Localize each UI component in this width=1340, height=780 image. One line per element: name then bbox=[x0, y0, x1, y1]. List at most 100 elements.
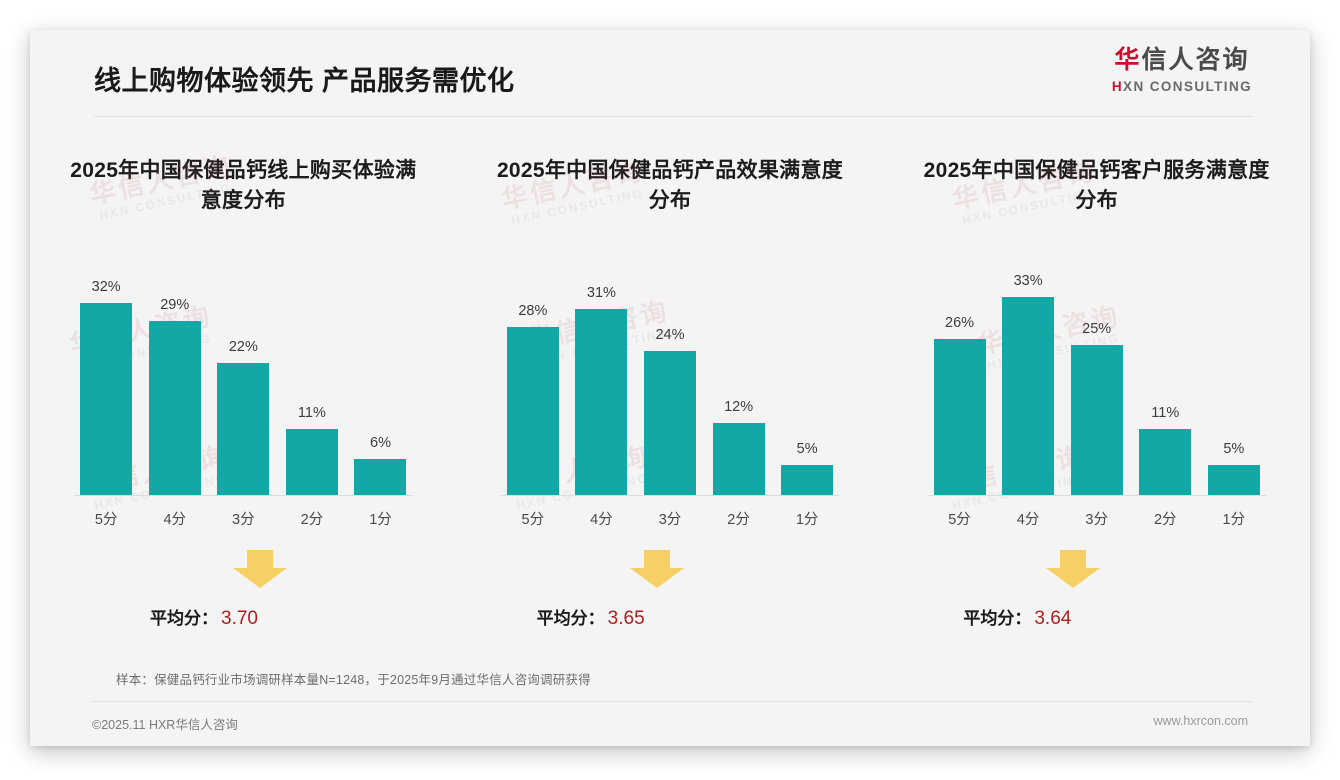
logo-english: HXN CONSULTING bbox=[1112, 80, 1252, 94]
bar-group: 28% 31% 24% 12% 5% bbox=[501, 256, 840, 495]
bar-slot: 25% bbox=[1065, 256, 1129, 495]
bar-value-label: 5% bbox=[1223, 440, 1245, 457]
bar-slot: 31% bbox=[569, 256, 633, 495]
plot-area: 26% 33% 25% 11% 5% 5分 4分 3分 2分 1分 bbox=[927, 256, 1267, 528]
bar[interactable] bbox=[1207, 464, 1260, 495]
x-axis-tick-label: 1分 bbox=[369, 511, 392, 528]
x-axis-tick-label: 4分 bbox=[163, 511, 187, 528]
bar-value-label: 32% bbox=[91, 278, 121, 295]
bar[interactable] bbox=[933, 338, 986, 495]
chart-title: 2025年中国保健品钙线上购买体验满意度分布 bbox=[70, 159, 417, 212]
x-axis-tick-label: 5分 bbox=[521, 511, 545, 528]
x-axis-labels: 5分 4分 3分 2分 1分 bbox=[501, 496, 840, 529]
chart-title: 2025年中国保健品钙客户服务满意度分布 bbox=[923, 159, 1270, 212]
bar[interactable] bbox=[217, 362, 270, 495]
bar-slot: 11% bbox=[1133, 256, 1197, 495]
bar[interactable] bbox=[1139, 428, 1192, 495]
slide-footer: ©2025.11 HXR华信人咨询 www.hxrcon.com bbox=[30, 702, 1310, 746]
average-score-row: 平均分： 3.64 bbox=[883, 548, 1310, 644]
bar-value-label: 29% bbox=[160, 296, 190, 313]
bar-slot: 5% bbox=[1202, 256, 1266, 495]
bar[interactable] bbox=[1070, 344, 1123, 495]
footer-divider bbox=[90, 701, 1252, 702]
bar-value-label: 12% bbox=[724, 398, 754, 415]
average-score-row: 平均分： 3.65 bbox=[457, 548, 884, 644]
down-arrow-icon bbox=[1043, 548, 1103, 595]
bar-slot: 11% bbox=[280, 256, 344, 495]
bar-slot: 24% bbox=[638, 256, 702, 495]
header-divider bbox=[94, 116, 1252, 117]
slide-header: 线上购物体验领先 产品服务需优化 华信人咨询 HXN CONSULTING bbox=[30, 30, 1310, 118]
bar-slot: 33% bbox=[996, 256, 1060, 495]
bar-value-label: 28% bbox=[518, 302, 548, 319]
x-axis-line bbox=[74, 494, 413, 496]
logo-chinese-rest: 信人咨询 bbox=[1141, 46, 1250, 74]
bar-slot: 6% bbox=[348, 256, 412, 495]
average-score-value: 3.70 bbox=[221, 608, 258, 629]
logo-english-first-char: H bbox=[1111, 79, 1124, 94]
x-axis-tick-label: 4分 bbox=[1016, 511, 1040, 528]
bar-slot: 12% bbox=[706, 256, 770, 495]
bar-value-label: 6% bbox=[370, 434, 391, 451]
x-axis-tick-label: 1分 bbox=[795, 511, 819, 528]
bar-value-label: 33% bbox=[1013, 272, 1043, 289]
copyright-text: ©2025.11 HXR华信人咨询 bbox=[92, 718, 238, 732]
x-axis-tick-label: 5分 bbox=[948, 511, 971, 528]
plot-area: 32% 29% 22% 11% 6% 5分 4分 3分 2分 1分 bbox=[74, 256, 413, 528]
bar[interactable] bbox=[148, 320, 201, 495]
bar[interactable] bbox=[644, 350, 696, 495]
logo-chinese-first-char: 华 bbox=[1114, 46, 1142, 74]
x-axis-tick-label: 4分 bbox=[590, 511, 613, 528]
brand-logo: 华信人咨询 HXN CONSULTING bbox=[1112, 48, 1252, 94]
bar-value-label: 11% bbox=[297, 404, 326, 421]
bar[interactable] bbox=[506, 326, 559, 495]
bar[interactable] bbox=[712, 422, 765, 495]
down-arrow-icon bbox=[230, 548, 290, 595]
average-score-label: 平均分： bbox=[536, 609, 605, 628]
average-score-row: 平均分： 3.70 bbox=[30, 548, 457, 644]
x-axis-tick-label: 2分 bbox=[727, 511, 750, 528]
bar-value-label: 5% bbox=[796, 440, 818, 457]
bar-slot: 5% bbox=[775, 256, 839, 495]
bar-slot: 32% bbox=[74, 256, 138, 495]
average-score: 平均分： 3.70 bbox=[150, 604, 258, 630]
x-axis-tick-label: 3分 bbox=[232, 511, 255, 528]
bar[interactable] bbox=[781, 464, 834, 495]
bar[interactable] bbox=[354, 458, 407, 495]
sample-note: 样本：保健品钙行业市场调研样本量N=1248，于2025年9月通过华信人咨询调研… bbox=[116, 673, 591, 687]
average-score-label: 平均分： bbox=[963, 609, 1032, 628]
bar-slot: 26% bbox=[927, 256, 991, 495]
bar-group: 26% 33% 25% 11% 5% bbox=[927, 256, 1266, 495]
bar-value-label: 11% bbox=[1151, 404, 1180, 421]
bar-value-label: 22% bbox=[228, 338, 258, 355]
x-axis-labels: 5分 4分 3分 2分 1分 bbox=[74, 496, 413, 529]
bar[interactable] bbox=[285, 428, 338, 495]
average-score-value: 3.65 bbox=[607, 608, 645, 629]
bar[interactable] bbox=[575, 308, 628, 495]
x-axis-tick-label: 3分 bbox=[658, 511, 682, 528]
x-axis-tick-label: 3分 bbox=[1085, 511, 1108, 528]
page-title: 线上购物体验领先 产品服务需优化 bbox=[94, 66, 515, 96]
bar-value-label: 24% bbox=[655, 326, 685, 343]
x-axis-tick-label: 1分 bbox=[1222, 511, 1246, 528]
down-arrow-icon bbox=[627, 548, 687, 595]
logo-chinese: 华信人咨询 bbox=[1112, 48, 1252, 73]
x-axis-line bbox=[927, 494, 1267, 496]
logo-english-rest: XN CONSULTING bbox=[1123, 79, 1252, 94]
x-axis-labels: 5分 4分 3分 2分 1分 bbox=[927, 496, 1266, 529]
x-axis-tick-label: 2分 bbox=[300, 511, 324, 528]
x-axis-tick-label: 5分 bbox=[94, 511, 118, 528]
bar-value-label: 31% bbox=[586, 284, 616, 301]
average-score: 平均分： 3.64 bbox=[963, 604, 1071, 630]
chart-title: 2025年中国保健品钙产品效果满意度分布 bbox=[496, 159, 844, 212]
average-score: 平均分： 3.65 bbox=[537, 604, 645, 630]
bar[interactable] bbox=[1002, 296, 1055, 495]
website-url: www.hxrcon.com bbox=[1153, 714, 1248, 728]
bar-slot: 22% bbox=[211, 256, 275, 495]
x-axis-tick-label: 2分 bbox=[1153, 511, 1177, 528]
bar-value-label: 25% bbox=[1082, 320, 1112, 337]
bar[interactable] bbox=[80, 302, 133, 495]
